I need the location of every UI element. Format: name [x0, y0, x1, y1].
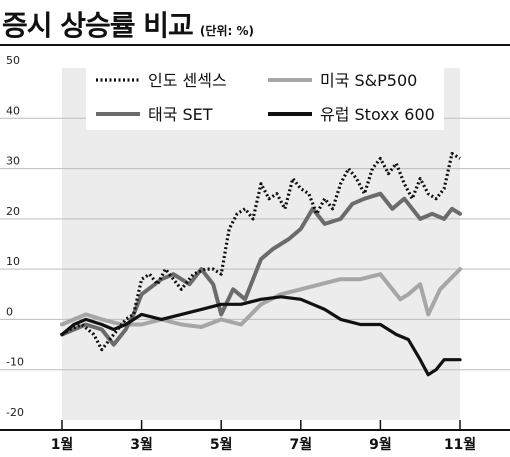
- y-tick-label: 0: [6, 305, 13, 318]
- legend-label-2: 태국 SET: [148, 105, 213, 124]
- chart-title: 증시 상승률 비교: [2, 9, 194, 42]
- legend-label-1: 미국 S&P500: [320, 71, 417, 90]
- y-axis-ticks: 50 40 30 20 10 0 -10 -20: [6, 54, 24, 419]
- legend-box: [86, 56, 444, 130]
- x-tick-label: 1월: [51, 436, 74, 453]
- legend-label-0: 인도 센섹스: [148, 71, 227, 90]
- legend-label-3: 유럽 Stoxx 600: [320, 105, 435, 124]
- y-tick-label: 40: [6, 104, 20, 117]
- y-tick-label: -20: [6, 406, 24, 419]
- x-tick-label: 7월: [289, 436, 312, 453]
- series-line-3: [60, 295, 462, 377]
- legend: 인도 센섹스 미국 S&P500 태국 SET 유럽 Stoxx 600: [86, 56, 444, 130]
- y-tick-label: -10: [6, 356, 24, 369]
- title-divider: [0, 44, 510, 46]
- x-tick-label: 5월: [210, 436, 233, 453]
- y-tick-label: 20: [6, 205, 20, 218]
- y-tick-label: 30: [6, 155, 20, 168]
- series-line-0: [61, 151, 461, 352]
- x-tick-label: 3월: [130, 436, 153, 453]
- x-axis-ticks: 1월 3월 5월 7월 9월 11월: [51, 420, 476, 453]
- y-tick-label: 50: [6, 54, 20, 67]
- series-lines: [60, 151, 462, 377]
- y-tick-label: 10: [6, 255, 20, 268]
- chart-title-row: 증시 상승률 비교 (단위: %): [2, 4, 254, 44]
- unit-label: (단위: %): [199, 24, 254, 38]
- x-tick-label: 9월: [369, 436, 392, 453]
- x-tick-label: 11월: [444, 436, 476, 453]
